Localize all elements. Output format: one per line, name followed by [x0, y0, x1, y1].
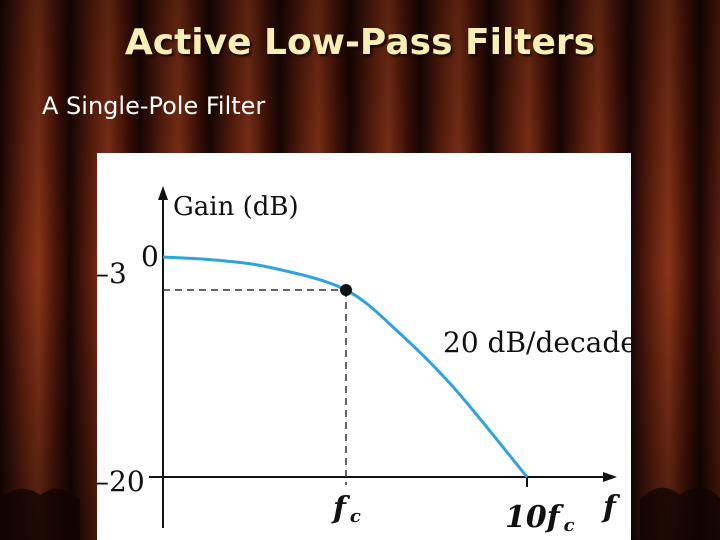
y-axis-arrow	[158, 186, 168, 200]
series-gain-curve	[162, 255, 529, 478]
slope-annotation: 20 dB/decade	[443, 326, 631, 359]
y-tick-label-0: 0	[141, 240, 159, 273]
y-tick-label-minus3: –3	[97, 257, 127, 290]
y-axis-label: Gain (dB)	[173, 192, 299, 222]
cutoff-point-marker	[340, 284, 352, 296]
x-axis-label: f	[601, 490, 621, 525]
slide-title: Active Low-Pass Filters	[124, 22, 596, 63]
x-axis-arrow	[603, 472, 617, 482]
x-tick-label-10fc: 10f c	[505, 500, 575, 536]
y-tick-label-minus20: –20	[97, 465, 145, 498]
slide-subtitle: A Single-Pole Filter	[42, 92, 266, 120]
